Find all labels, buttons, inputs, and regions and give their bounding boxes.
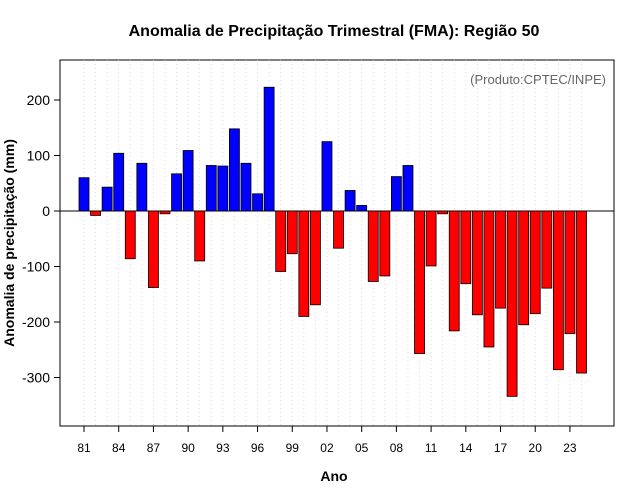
bar-2000 [298,210,310,317]
x-tick-label: 14 [459,441,473,455]
bar-2017 [495,210,506,309]
x-tick-label: 81 [77,441,91,455]
bar-2001 [309,210,321,306]
bar-2020 [529,210,541,315]
x-tick-label: 11 [425,441,438,455]
y-tick-label: -300 [22,370,50,386]
bar-2002 [321,141,333,212]
bar-1983 [101,186,113,212]
bar-2022 [552,210,564,371]
chart-title: Anomalia de Precipitação Trimestral (FMA… [129,23,540,40]
bar-2016 [483,210,495,348]
x-tick-label: 08 [390,441,404,455]
y-axis: 200 100 0 -100 -200 -300 [22,92,60,386]
source-annotation: (Produto:CPTEC/INPE) [470,72,606,87]
bar-1991 [194,210,206,262]
bar-1985 [124,210,136,260]
x-tick-label: 87 [147,441,161,455]
bar-2018 [506,210,518,397]
x-axis: 81 84 87 90 93 96 99 02 05 08 11 14 17 20 23 [77,426,577,455]
bar-2013 [448,210,460,332]
bar-1995 [240,162,252,212]
x-tick-label: 93 [216,441,230,455]
x-tick-label: 23 [563,441,577,455]
bar-2023 [564,210,576,335]
bar-2003 [333,210,344,249]
x-axis-label: Ano [320,468,347,484]
bar-2015 [471,210,483,316]
bar-1984 [113,152,125,212]
bar-2004 [344,190,356,212]
bar-2024 [576,210,587,374]
y-axis-label: Anomalia de precipitação (mm) [1,139,17,347]
bar-1981 [78,177,90,212]
bar-1989 [171,173,182,212]
bar-1996 [252,193,263,212]
bar-2009 [402,165,414,212]
x-tick-label: 02 [320,441,334,455]
bar-1987 [148,210,159,288]
bar-1992 [205,165,217,212]
bar-2021 [541,210,553,289]
bar-1990 [182,150,194,212]
x-tick-label: 05 [355,441,369,455]
y-tick-label: -100 [22,259,50,275]
bar-2010 [414,210,425,355]
y-tick-label: 0 [42,203,50,219]
bar-2019 [518,210,530,326]
bar-1997 [263,86,275,212]
y-tick-label: 100 [27,148,51,164]
x-tick-label: 20 [529,441,543,455]
x-tick-label: 17 [494,441,508,455]
bar-2014 [460,210,472,285]
bar-2011 [425,210,437,267]
bar-2005 [356,205,368,212]
y-tick-label: -200 [22,314,50,330]
x-tick-label: 90 [181,441,195,455]
bars [78,86,587,397]
x-tick-label: 99 [286,441,300,455]
bar-2006 [367,210,379,282]
bar-1999 [286,210,298,255]
x-tick-label: 96 [251,441,265,455]
bar-2008 [390,176,402,212]
bar-1993 [217,165,229,212]
bar-1994 [229,128,240,212]
bar-1982 [90,210,101,216]
x-tick-label: 84 [112,441,126,455]
y-tick-label: 200 [27,92,51,108]
bar-1998 [275,210,287,272]
bar-1988 [159,210,171,215]
bar-2007 [379,210,391,277]
grid-lines [83,60,582,426]
bar-1986 [136,162,148,212]
plot-frame [59,59,615,427]
bar-2012 [437,210,449,215]
